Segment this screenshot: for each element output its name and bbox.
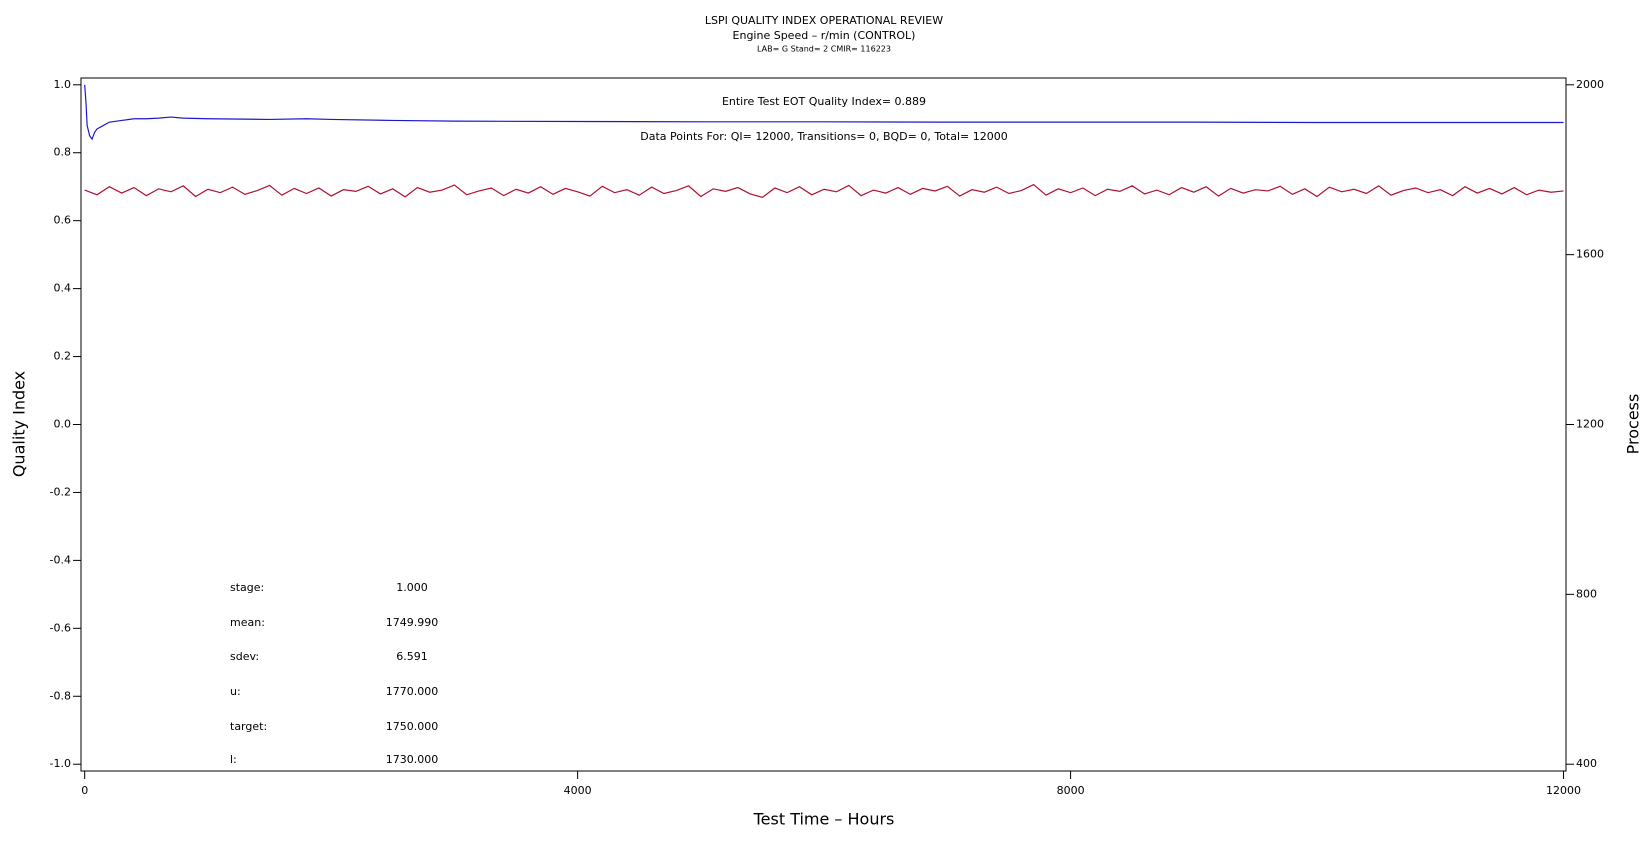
stat-label: target: — [230, 720, 267, 733]
stat-value: 1749.990 — [386, 616, 439, 629]
y-tick-label: 0.0 — [54, 418, 72, 431]
x-tick-label: 0 — [81, 784, 88, 797]
stat-label: l: — [230, 753, 237, 766]
chart-subtitle: Engine Speed – r/min (CONTROL) — [733, 29, 916, 42]
y2-tick-label: 1600 — [1576, 248, 1604, 261]
annotation: Entire Test EOT Quality Index= 0.889 — [722, 95, 926, 108]
stat-label: mean: — [230, 616, 265, 629]
y-tick-label: -0.8 — [50, 689, 71, 702]
y-tick-label: 0.4 — [54, 282, 72, 295]
y-tick-label: -0.6 — [50, 621, 71, 634]
chart-title: LSPI QUALITY INDEX OPERATIONAL REVIEW — [705, 14, 943, 27]
y-axis-title: Quality Index — [10, 371, 29, 477]
y2-tick-label: 2000 — [1576, 78, 1604, 91]
stat-value: 6.591 — [396, 650, 428, 663]
y2-tick-label: 800 — [1576, 587, 1597, 600]
stat-value: 1.000 — [396, 581, 428, 594]
x-tick-label: 12000 — [1546, 784, 1581, 797]
y-tick-label: 0.2 — [54, 350, 72, 363]
line — [84, 183, 1564, 198]
y-tick-label: -1.0 — [50, 757, 71, 770]
stat-value: 1750.000 — [386, 720, 439, 733]
y-tick-label: -0.2 — [50, 485, 71, 498]
annotation: Data Points For: QI= 12000, Transitions=… — [640, 130, 1008, 143]
stat-label: stage: — [230, 581, 264, 594]
stat-value: 1730.000 — [386, 753, 439, 766]
y-tick-label: 0.6 — [54, 214, 72, 227]
x-axis-title: Test Time – Hours — [753, 810, 895, 829]
y-tick-label: -0.4 — [50, 553, 71, 566]
y2-tick-label: 400 — [1576, 757, 1597, 770]
x-tick-label: 4000 — [564, 784, 592, 797]
y2-tick-label: 1200 — [1576, 418, 1604, 431]
y-tick-label: 1.0 — [54, 78, 72, 91]
y2-axis-title: Process — [1624, 394, 1643, 455]
x-tick-label: 8000 — [1057, 784, 1085, 797]
chart-subtitle: LAB= G Stand= 2 CMIR= 116223 — [757, 45, 891, 54]
plot-frame — [80, 77, 1567, 772]
stat-label: u: — [230, 685, 241, 698]
y-tick-label: 0.8 — [54, 146, 72, 159]
stat-value: 1770.000 — [386, 685, 439, 698]
stat-label: sdev: — [230, 650, 259, 663]
line — [84, 84, 1564, 141]
